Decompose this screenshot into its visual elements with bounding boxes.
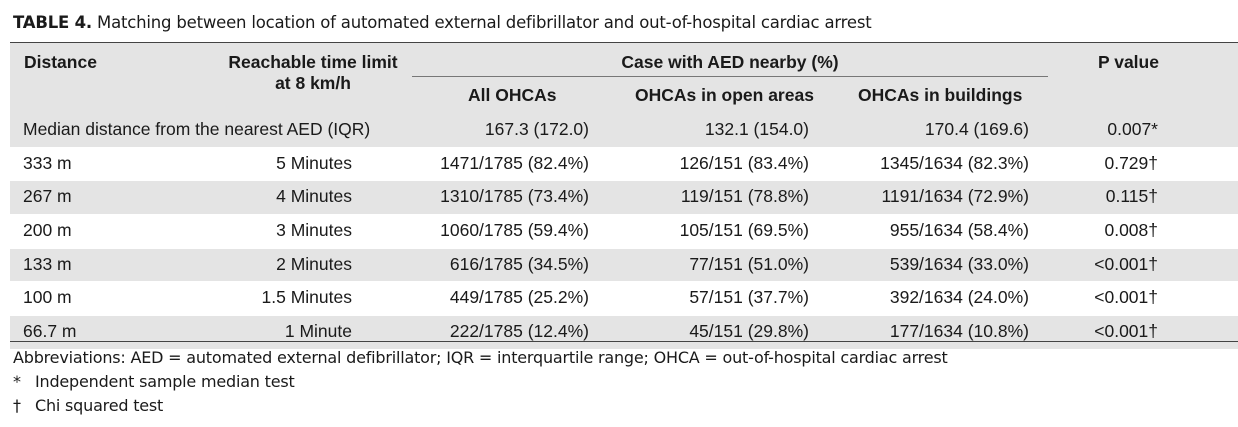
footnote-dagger: † Chi squared test [13, 394, 948, 418]
table-body: Median distance from the nearest AED (IQ… [10, 114, 1238, 350]
table-top-rule [10, 42, 1238, 43]
table-bottom-rule [10, 341, 1238, 342]
cell-time: 3 Minutes [276, 220, 352, 241]
cell-distance: 200 m [23, 220, 72, 241]
table-row: 133 m 2 Minutes 616/1785 (34.5%) 77/151 … [10, 248, 1238, 283]
cell-time: 2 Minutes [276, 253, 352, 274]
cell-open: 132.1 (154.0) [704, 119, 809, 139]
caption-label: TABLE 4. [13, 13, 92, 32]
table-row: 66.7 m 1 Minute 222/1785 (12.4%) 45/151 … [10, 316, 1238, 350]
table-header: Distance Reachable time limit at 8 km/h … [10, 43, 1238, 114]
cell-distance: 267 m [23, 186, 72, 207]
cell-all: 1471/1785 (82.4%) [440, 152, 589, 173]
cell-p: <0.001† [1094, 321, 1158, 342]
dagger-text: Chi squared test [35, 396, 164, 415]
table-row: 333 m 5 Minutes 1471/1785 (82.4%) 126/15… [10, 148, 1238, 182]
cell-distance: 66.7 m [23, 321, 77, 342]
cell-time: 1 Minute [284, 321, 352, 342]
cell-buildings: 955/1634 (58.4%) [889, 220, 1029, 241]
cell-open: 126/151 (83.4%) [679, 152, 809, 173]
cell-all: 167.3 (172.0) [484, 119, 589, 139]
header-all-ohcas: All OHCAs [468, 85, 557, 105]
header-reachable-line2: at 8 km/h [275, 73, 351, 93]
cell-p: <0.001† [1094, 253, 1158, 274]
footnote-abbreviations: Abbreviations: AED = automated external … [13, 348, 948, 367]
header-sub-rule [412, 76, 1048, 77]
cell-open: 77/151 (51.0%) [689, 253, 809, 274]
cell-distance: 133 m [23, 253, 72, 274]
cell-all: 222/1785 (12.4%) [449, 321, 589, 342]
table-row: Median distance from the nearest AED (IQ… [10, 114, 1238, 148]
caption-text: Matching between location of automated e… [97, 13, 872, 32]
header-reachable-time: Reachable time limit at 8 km/h [218, 52, 408, 94]
table-caption: TABLE 4. Matching between location of au… [13, 13, 872, 32]
cell-open: 105/151 (69.5%) [679, 220, 809, 241]
cell-p: 0.007* [1107, 119, 1158, 139]
cell-buildings: 177/1634 (10.8%) [889, 321, 1029, 342]
cell-open: 45/151 (29.8%) [689, 321, 809, 342]
cell-all: 449/1785 (25.2%) [449, 287, 589, 308]
cell-p: 0.115† [1105, 186, 1158, 207]
header-case-group: Case with AED nearby (%) [621, 52, 839, 72]
cell-buildings: 539/1634 (33.0%) [889, 253, 1029, 274]
cell-all: 1060/1785 (59.4%) [440, 220, 589, 241]
table-footnotes: Abbreviations: AED = automated external … [13, 346, 948, 418]
cell-buildings: 1345/1634 (82.3%) [880, 152, 1029, 173]
header-p-value: P value [1098, 52, 1159, 72]
header-reachable-line1: Reachable time limit [228, 52, 398, 72]
cell-buildings: 170.4 (169.6) [924, 119, 1029, 139]
cell-distance: 100 m [23, 287, 72, 308]
cell-p: 0.008† [1104, 220, 1158, 241]
dagger-mark: † [13, 396, 21, 415]
cell-time: 4 Minutes [276, 186, 352, 207]
cell-distance: Median distance from the nearest AED (IQ… [23, 119, 371, 139]
cell-all: 1310/1785 (73.4%) [440, 186, 589, 207]
cell-time: 5 Minutes [276, 152, 352, 173]
star-text: Independent sample median test [35, 372, 295, 391]
cell-p: 0.729† [1104, 152, 1158, 173]
header-buildings: OHCAs in buildings [858, 85, 1023, 105]
cell-time: 1.5 Minutes [261, 287, 352, 308]
cell-open: 119/151 (78.8%) [680, 186, 809, 207]
cell-open: 57/151 (37.7%) [689, 287, 809, 308]
cell-distance: 333 m [23, 152, 72, 173]
header-open-areas: OHCAs in open areas [635, 85, 814, 105]
cell-buildings: 1191/1634 (72.9%) [881, 186, 1029, 207]
table-row: 100 m 1.5 Minutes 449/1785 (25.2%) 57/15… [10, 282, 1238, 317]
star-mark: * [13, 372, 21, 391]
cell-p: <0.001† [1094, 287, 1158, 308]
footnote-star: * Independent sample median test [13, 370, 948, 394]
table-row: 200 m 3 Minutes 1060/1785 (59.4%) 105/15… [10, 215, 1238, 249]
header-distance: Distance [24, 52, 97, 72]
table-row: 267 m 4 Minutes 1310/1785 (73.4%) 119/15… [10, 181, 1238, 216]
cell-buildings: 392/1634 (24.0%) [889, 287, 1029, 308]
cell-all: 616/1785 (34.5%) [449, 253, 589, 274]
